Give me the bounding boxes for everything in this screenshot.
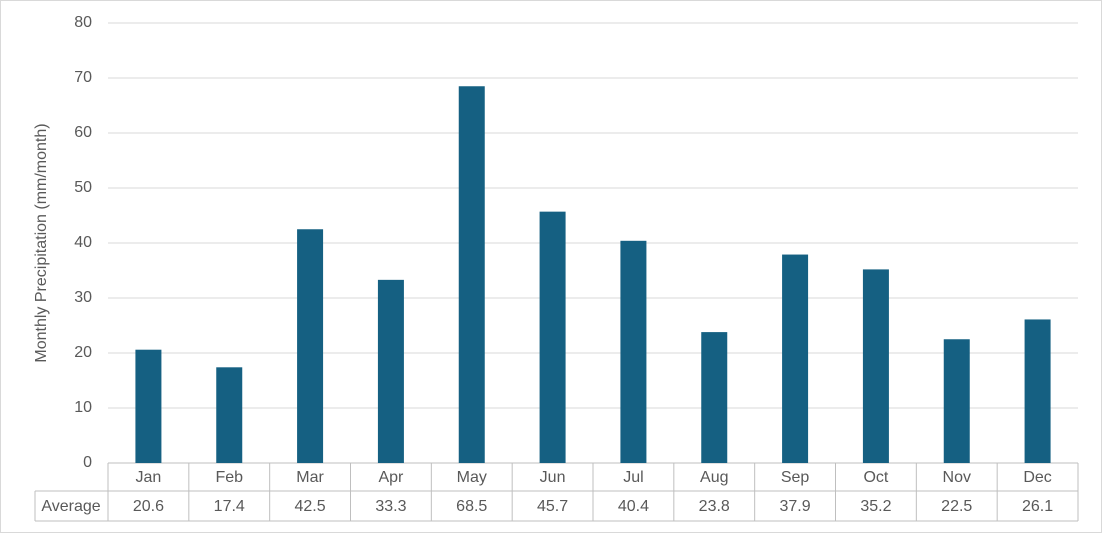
x-tick-label: Aug xyxy=(700,469,728,486)
bar xyxy=(701,332,728,463)
y-axis-title: Monthly Precipitation (mm/month) xyxy=(33,123,50,362)
x-tick-label: Jan xyxy=(136,469,162,486)
y-tick-label: 50 xyxy=(74,179,92,196)
bar xyxy=(377,279,404,463)
table-value: 23.8 xyxy=(699,498,730,515)
y-tick-label: 30 xyxy=(74,289,92,306)
bar xyxy=(297,229,324,463)
bar xyxy=(216,367,243,463)
bar xyxy=(1024,319,1051,463)
x-tick-label: Jun xyxy=(540,469,566,486)
y-tick-label: 0 xyxy=(83,454,92,471)
table-value: 35.2 xyxy=(860,498,891,515)
table-value: 40.4 xyxy=(618,498,649,515)
table-value: 42.5 xyxy=(295,498,326,515)
x-tick-label: Sep xyxy=(781,469,810,486)
table-value: 33.3 xyxy=(375,498,406,515)
table-value: 20.6 xyxy=(133,498,164,515)
bar xyxy=(782,254,809,463)
bar xyxy=(458,86,485,463)
y-tick-label: 70 xyxy=(74,69,92,86)
table-value: 68.5 xyxy=(456,498,487,515)
x-tick-label: Dec xyxy=(1023,469,1051,486)
bar xyxy=(862,269,889,463)
x-tick-label: Feb xyxy=(215,469,243,486)
x-tick-label: Jul xyxy=(623,469,643,486)
y-tick-label: 40 xyxy=(74,234,92,251)
x-tick-label: Mar xyxy=(296,469,324,486)
y-tick-label: 60 xyxy=(74,124,92,141)
bar xyxy=(943,339,970,463)
x-tick-label: May xyxy=(457,469,487,486)
x-tick-label: Oct xyxy=(863,469,888,486)
y-tick-label: 80 xyxy=(74,14,92,31)
bar xyxy=(539,211,566,463)
x-tick-label: Apr xyxy=(378,469,404,486)
y-tick-label: 10 xyxy=(74,399,92,416)
table-row-label: Average xyxy=(41,498,100,515)
table-value: 45.7 xyxy=(537,498,568,515)
table-value: 26.1 xyxy=(1022,498,1053,515)
table-value: 37.9 xyxy=(780,498,811,515)
x-tick-label: Nov xyxy=(943,469,971,486)
table-value: 22.5 xyxy=(941,498,972,515)
y-tick-label: 20 xyxy=(74,344,92,361)
bar xyxy=(135,349,162,463)
table-value: 17.4 xyxy=(214,498,245,515)
bar xyxy=(620,240,647,463)
